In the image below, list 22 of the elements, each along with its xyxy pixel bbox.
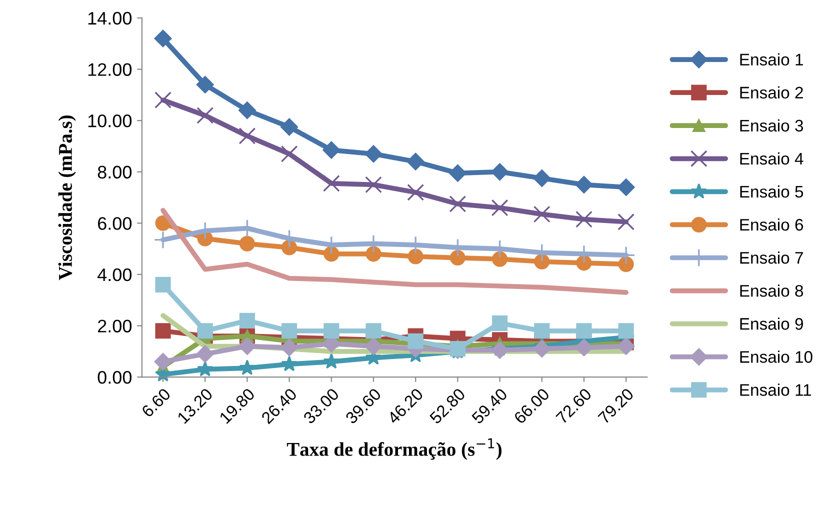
legend-label: Ensaio 1 — [740, 53, 803, 66]
y-tick-label: 6.00 — [98, 217, 132, 230]
y-tick-label: 10.00 — [88, 114, 132, 128]
legend-label: Ensaio 4 — [740, 152, 804, 165]
y-tick-label: 0.00 — [98, 370, 132, 384]
y-tick-label: 4.00 — [98, 268, 132, 282]
legend-label: Ensaio 2 — [740, 86, 803, 99]
legend-label: Ensaio 8 — [740, 284, 804, 297]
legend-label: Ensaio 11 — [740, 384, 811, 396]
legend-label: Ensaio 6 — [740, 218, 804, 231]
y-tick-label: 14.00 — [88, 12, 132, 25]
legend-label: Ensaio 10 — [740, 350, 812, 363]
y-tick-label: 8.00 — [98, 166, 132, 179]
x-tick-label: 6.60 — [140, 388, 172, 418]
y-tick-label: 2.00 — [98, 320, 132, 332]
legend-label: Ensaio 9 — [740, 318, 803, 330]
y-axis-title: Viscosidade (mPa.s) — [58, 116, 76, 280]
x-axis-title: Taxa de deformação (s$^{−1}$) — [286, 438, 502, 460]
legend-label: Ensaio 5 — [740, 185, 804, 198]
legend-label: Ensaio 7 — [740, 252, 803, 264]
legend-label: Ensaio 3 — [740, 119, 804, 132]
y-tick-label: 12.00 — [88, 63, 132, 76]
